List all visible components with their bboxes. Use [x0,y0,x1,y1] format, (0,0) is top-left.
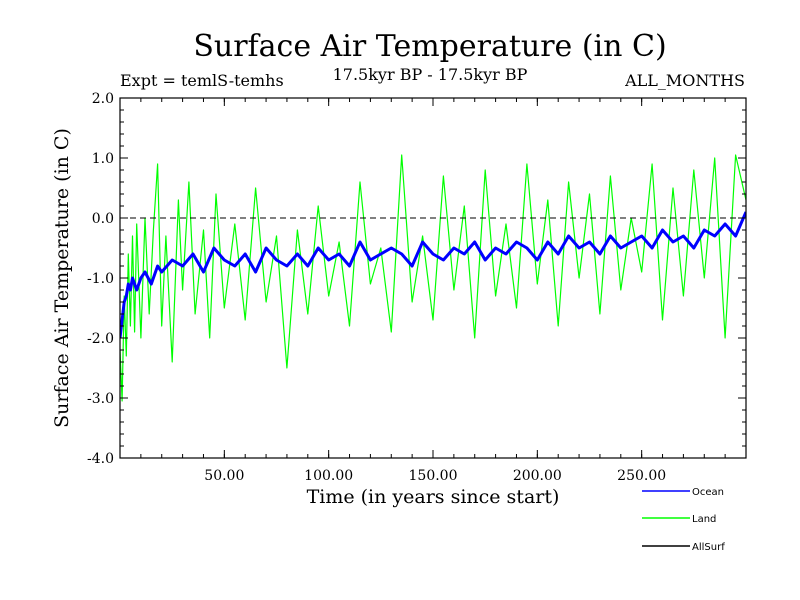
x-tick-label: 150.00 [409,468,458,484]
y-tick-label: 2.0 [92,91,114,107]
x-tick-label: 200.00 [513,468,562,484]
y-tick-label: -4.0 [87,451,114,467]
legend-label-allsurf: AllSurf [692,542,725,553]
experiment-label: Expt = temlS-temhs [120,71,284,90]
x-tick-label: 100.00 [304,468,353,484]
legend: Ocean Land AllSurf [642,487,725,553]
y-axis-label: Surface Air Temperature (in C) [51,128,73,428]
period-label: 17.5kyr BP - 17.5kyr BP [333,65,528,84]
legend-label-land: Land [692,514,716,525]
x-tick-label: 50.00 [204,468,244,484]
months-label: ALL_MONTHS [624,71,745,90]
plot-area [120,154,746,402]
y-tick-label: -2.0 [87,331,114,347]
series-line-ocean [120,211,746,339]
series-line-land [120,154,746,402]
y-tick-label: 0.0 [92,211,114,227]
y-tick-label: -1.0 [87,271,114,287]
y-tick-label: -3.0 [87,391,114,407]
x-axis-label: Time (in years since start) [307,486,560,508]
chart-title: Surface Air Temperature (in C) [193,29,666,64]
plot-frame [119,97,747,459]
y-tick-label: 1.0 [92,151,114,167]
axes: -4.0 -3.0 -2.0 -1.0 0.0 1.0 2.0 50.00 100.00 150.… [87,91,747,484]
x-tick-label: 250.00 [617,468,666,484]
legend-label-ocean: Ocean [692,487,724,498]
